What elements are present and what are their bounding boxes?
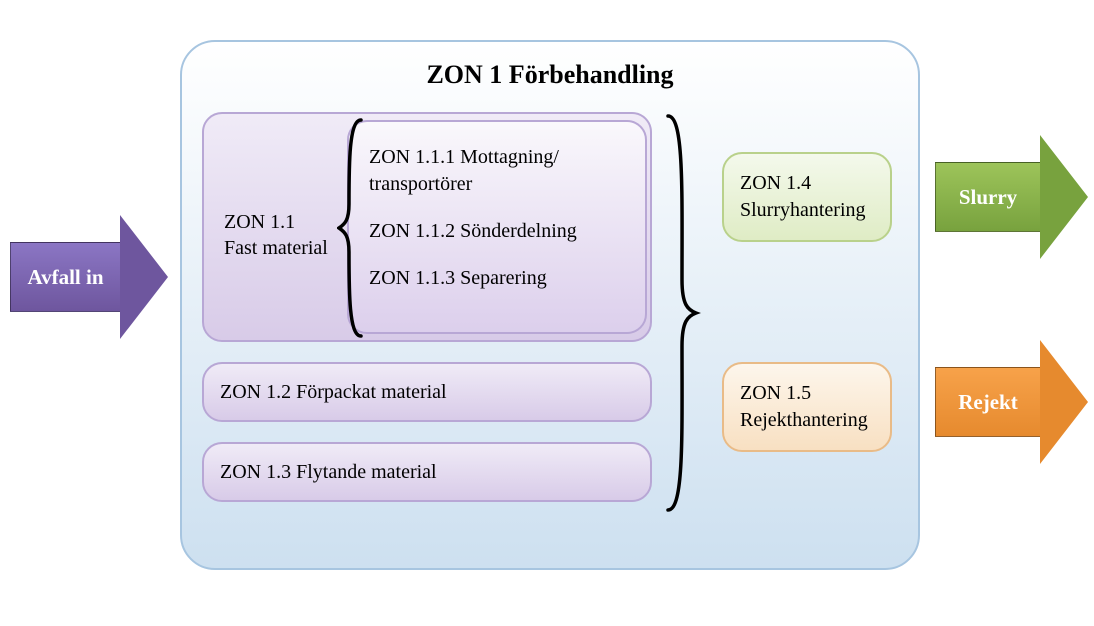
arrow-reject-head-icon — [1040, 340, 1088, 464]
brace-inner-icon — [337, 114, 367, 342]
list-item: ZON 1.1.1 Mottagning/ transportörer — [369, 144, 625, 198]
box-zon-1-5-line2: Rejekthantering — [740, 407, 874, 434]
arrow-slurry-head-icon — [1040, 135, 1088, 259]
box-zon-1-2-label: ZON 1.2 Förpackat material — [220, 379, 447, 406]
arrow-input-label: Avfall in — [10, 242, 120, 312]
diagram-canvas: Avfall in ZON 1 Förbehandling ZON 1.1 Fa… — [0, 0, 1094, 626]
box-zon-1-1-sub: ZON 1.1.1 Mottagning/ transportörer ZON … — [347, 120, 647, 334]
arrow-slurry: Slurry — [935, 135, 1088, 259]
box-zon-1-3-label: ZON 1.3 Flytande material — [220, 459, 437, 486]
list-item: ZON 1.1.2 Sönderdelning — [369, 218, 625, 245]
box-zon-1-3: ZON 1.3 Flytande material — [202, 442, 652, 502]
arrow-reject: Rejekt — [935, 340, 1088, 464]
main-zone-title: ZON 1 Förbehandling — [182, 60, 918, 90]
box-zon-1-4: ZON 1.4 Slurryhantering — [722, 152, 892, 242]
main-zone: ZON 1 Förbehandling ZON 1.1 Fast materia… — [180, 40, 920, 570]
box-zon-1-5-line1: ZON 1.5 — [740, 380, 874, 407]
box-zon-1-4-line2: Slurryhantering — [740, 197, 874, 224]
box-zon-1-4-line1: ZON 1.4 — [740, 170, 874, 197]
arrow-reject-label: Rejekt — [935, 367, 1040, 437]
arrow-input-head-icon — [120, 215, 168, 339]
brace-outer-icon — [662, 110, 702, 516]
arrow-input: Avfall in — [10, 215, 168, 339]
list-item: ZON 1.1.3 Separering — [369, 265, 625, 292]
box-zon-1-1-line2: Fast material — [224, 237, 328, 259]
box-zon-1-5: ZON 1.5 Rejekthantering — [722, 362, 892, 452]
box-zon-1-1-sub-list: ZON 1.1.1 Mottagning/ transportörer ZON … — [365, 134, 629, 302]
box-zon-1-1-label: ZON 1.1 Fast material — [224, 209, 328, 261]
box-zon-1-2: ZON 1.2 Förpackat material — [202, 362, 652, 422]
box-zon-1-1-line1: ZON 1.1 — [224, 211, 295, 233]
arrow-slurry-label: Slurry — [935, 162, 1040, 232]
